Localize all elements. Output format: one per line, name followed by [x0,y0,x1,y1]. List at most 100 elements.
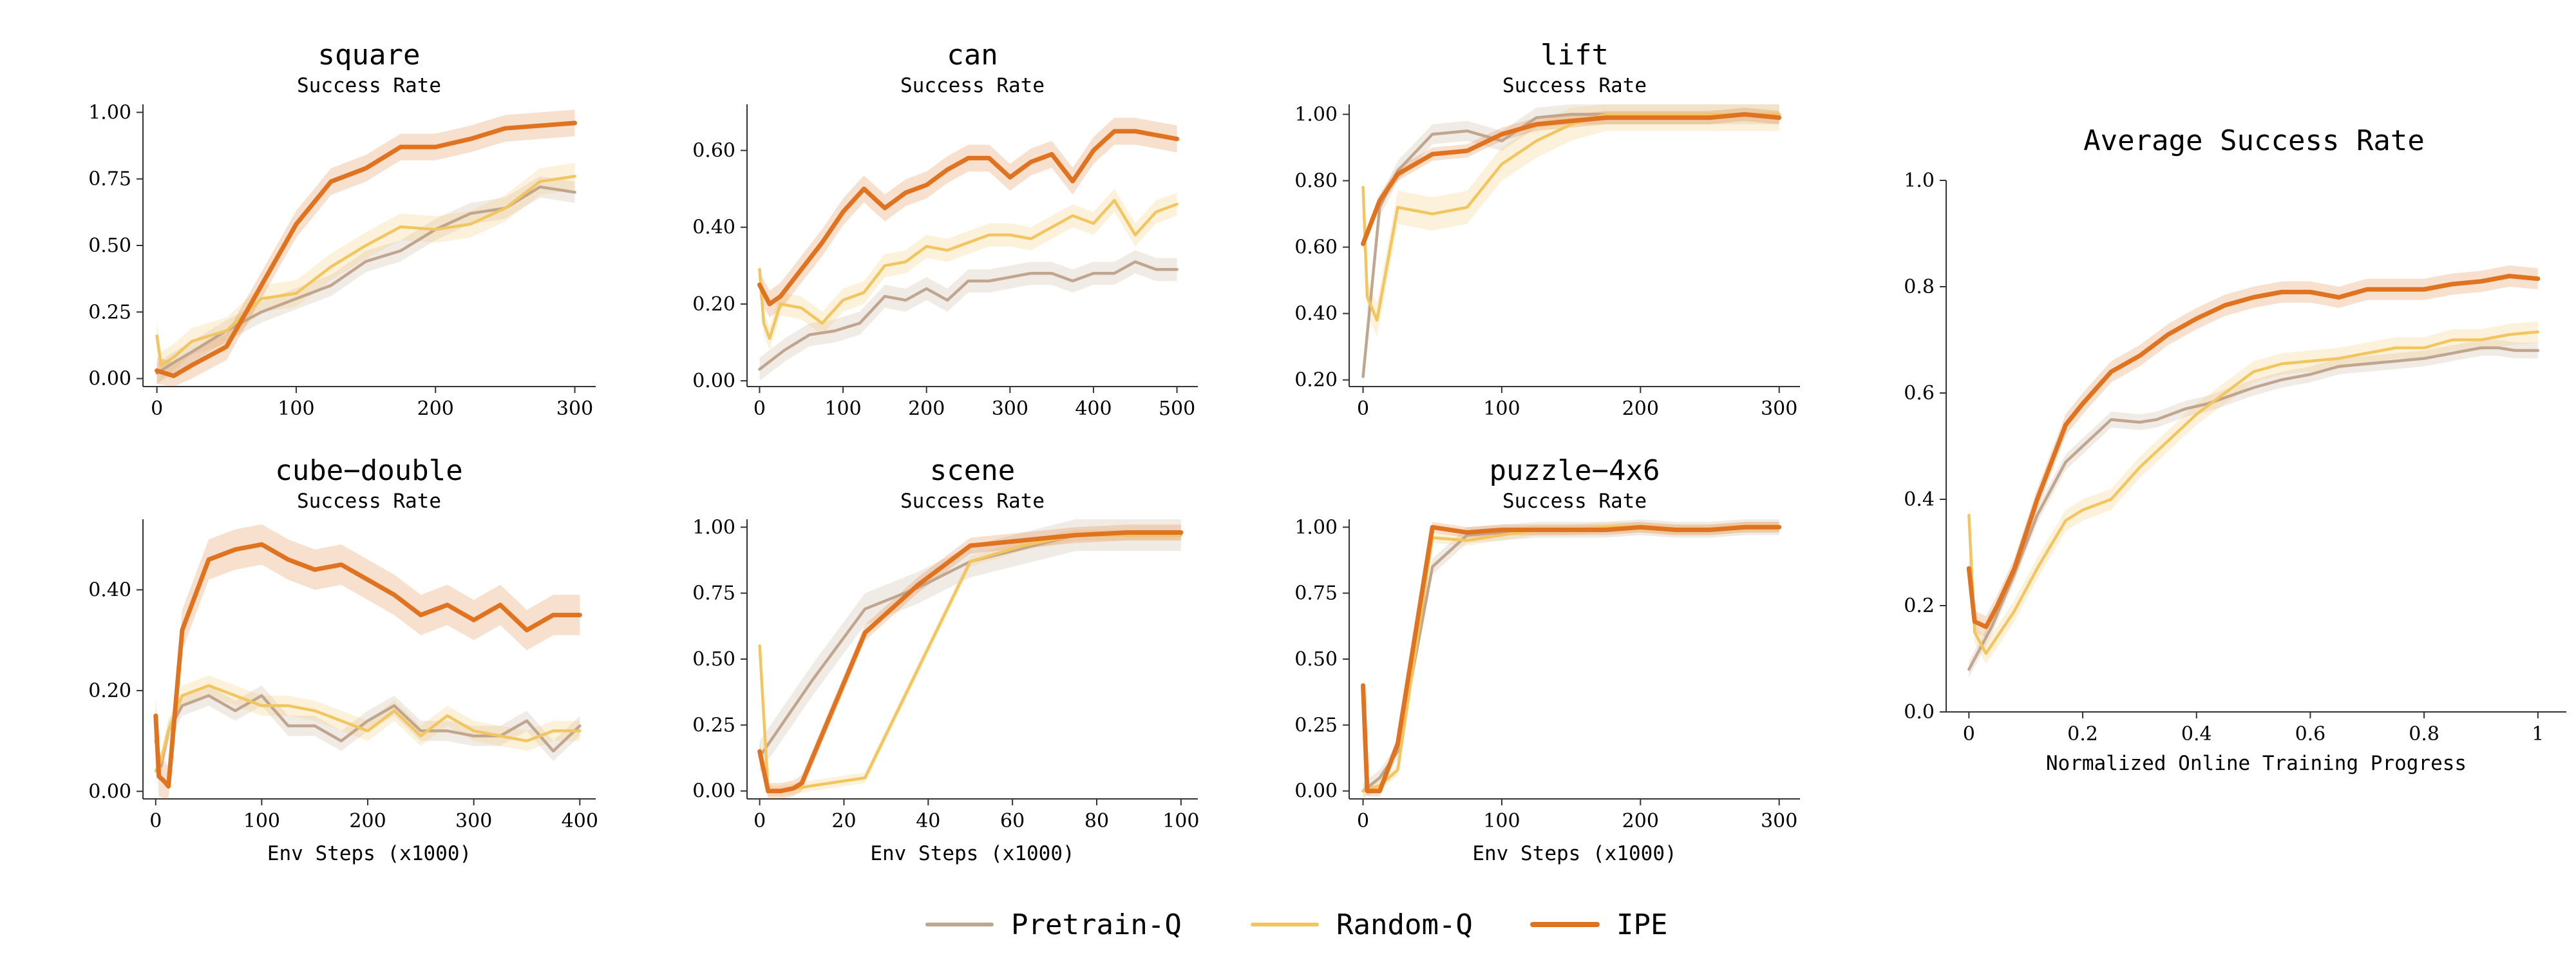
y-tick-label: 0.00 [88,368,131,390]
x-axis-label-scene: Env Steps (x1000) [870,842,1074,865]
x-tick-label: 500 [1159,398,1195,420]
y-tick-label: 0.60 [1294,236,1338,259]
chart-subtitle-scene: Success Rate [900,490,1045,513]
band-pretrain-q-average-success-rate [1969,340,2538,678]
x-tick-label: 0.6 [2295,723,2326,745]
x-tick-label: 300 [556,398,593,420]
x-tick-label: 0.8 [2409,723,2439,745]
series-line-ipe-square [155,120,578,378]
x-tick-label: 0 [1357,810,1369,832]
chart-title-puzzle-4x6: puzzle−4x6 [1490,454,1660,487]
y-tick-label: 0.50 [692,648,735,671]
x-tick-label: 200 [417,398,454,420]
series-line-random-q-lift [1361,113,1781,322]
y-tick-label: 0.00 [692,370,735,392]
series-line-random-q-average-success-rate [1967,330,2540,655]
series-line-ipe-cube-double [153,542,582,789]
series-line-ipe-average-success-rate [1966,274,2541,629]
y-tick-label: 0.75 [88,168,131,191]
y-tick-label: 0.25 [692,714,735,736]
y-tick-label: 0.8 [1904,276,1935,298]
chart-subtitle-square: Success Rate [297,74,441,97]
legend-entry-random-q: Random-Q [1251,908,1473,941]
y-tick-label: 0.20 [1294,369,1338,392]
series-line-random-q-can [758,198,1179,340]
series-line-ipe-puzzle-4x6 [1361,524,1782,794]
x-tick-label: 80 [1084,810,1109,832]
x-tick-label: 300 [992,398,1028,420]
x-tick-label: 200 [1622,398,1659,420]
x-tick-label: 100 [1483,810,1520,832]
chart-subtitle-puzzle-4x6: Success Rate [1502,490,1647,513]
series-line-random-q-cube-double [154,684,582,773]
chart-cube-double: cube−double Success Rate 0 100 200 300 400 0.00… [88,454,598,865]
series-line-pretrain-q-average-success-rate [1967,346,2540,671]
y-tick-label: 0.40 [88,579,131,601]
chart-title-square: square [318,39,421,72]
x-tick-label: 0 [1357,398,1369,420]
x-axis-label-average-success-rate: Normalized Online Training Progress [2046,752,2467,775]
chart-title-average-success-rate: Average Success Rate [2083,124,2425,157]
series-line-ipe-can [757,129,1180,307]
x-tick-label: 40 [916,810,940,832]
x-tick-label: 0 [149,810,162,832]
x-tick-label: 20 [831,810,856,832]
y-tick-label: 0.20 [692,293,735,316]
band-pretrain-q-can [759,250,1177,381]
legend-label-pretrain-q: Pretrain-Q [1011,908,1182,941]
x-tick-label: 0.4 [2181,723,2212,745]
band-random-q-square [156,162,575,379]
x-tick-label: 300 [1761,398,1797,420]
band-pretrain-q-square [156,176,575,384]
y-tick-label: 0.20 [88,680,131,702]
x-tick-label: 400 [1075,398,1112,420]
series-line-random-q-square [155,175,576,367]
series-line-pretrain-q-square [155,185,576,375]
series-line-ipe-scene [757,530,1184,794]
x-tick-label: 100 [278,398,314,420]
y-tick-label: 0.25 [88,301,131,323]
y-tick-label: 0.2 [1904,595,1935,617]
y-tick-label: 0.25 [1294,714,1338,736]
y-tick-label: 1.00 [1294,516,1338,539]
x-tick-label: 300 [455,810,492,832]
y-tick-label: 0.60 [692,140,735,162]
y-tick-label: 0.40 [692,216,735,239]
y-tick-label: 0.50 [1294,648,1338,671]
chart-title-scene: scene [930,454,1015,487]
y-tick-label: 0.00 [1294,780,1338,803]
y-tick-label: 0.6 [1904,382,1935,405]
band-ipe-cube-double [155,524,580,799]
chart-subtitle-lift: Success Rate [1502,74,1647,97]
band-pretrain-q-scene [759,519,1181,773]
series-line-ipe-lift [1361,111,1782,246]
x-tick-label: 100 [1483,398,1520,420]
legend-entry-ipe: IPE [1530,908,1667,941]
chart-title-lift: lift [1540,39,1609,72]
band-random-q-lift [1363,104,1779,337]
chart-average-success-rate: Average Success Rate 0 0.2 0.4 0.6 0.8 1 0.0 0.2… [1904,124,2566,775]
chart-puzzle-4x6: puzzle−4x6 Success Rate 0 100 200 300 0.00 0.25… [1294,454,1800,865]
x-axis-label-puzzle-4x6: Env Steps (x1000) [1472,842,1676,865]
x-tick-label: 0 [753,398,766,420]
band-random-q-cube-double [155,675,580,781]
series-line-pretrain-q-can [758,260,1179,371]
y-tick-label: 0.0 [1904,701,1935,724]
legend-entry-pretrain-q: Pretrain-Q [925,908,1182,941]
y-tick-label: 1.00 [88,101,131,124]
y-tick-label: 1.00 [1294,103,1338,126]
x-tick-label: 100 [243,810,280,832]
x-tick-label: 200 [1622,810,1659,832]
band-pretrain-q-lift [1363,104,1779,387]
chart-title-cube-double: cube−double [275,454,462,487]
legend: Pretrain-Q Random-Q IPE [925,908,1667,941]
y-tick-label: 0.75 [692,582,735,605]
legend-label-ipe: IPE [1616,908,1667,941]
chart-subtitle-cube-double: Success Rate [297,490,441,513]
x-tick-label: 0 [1963,723,1975,745]
